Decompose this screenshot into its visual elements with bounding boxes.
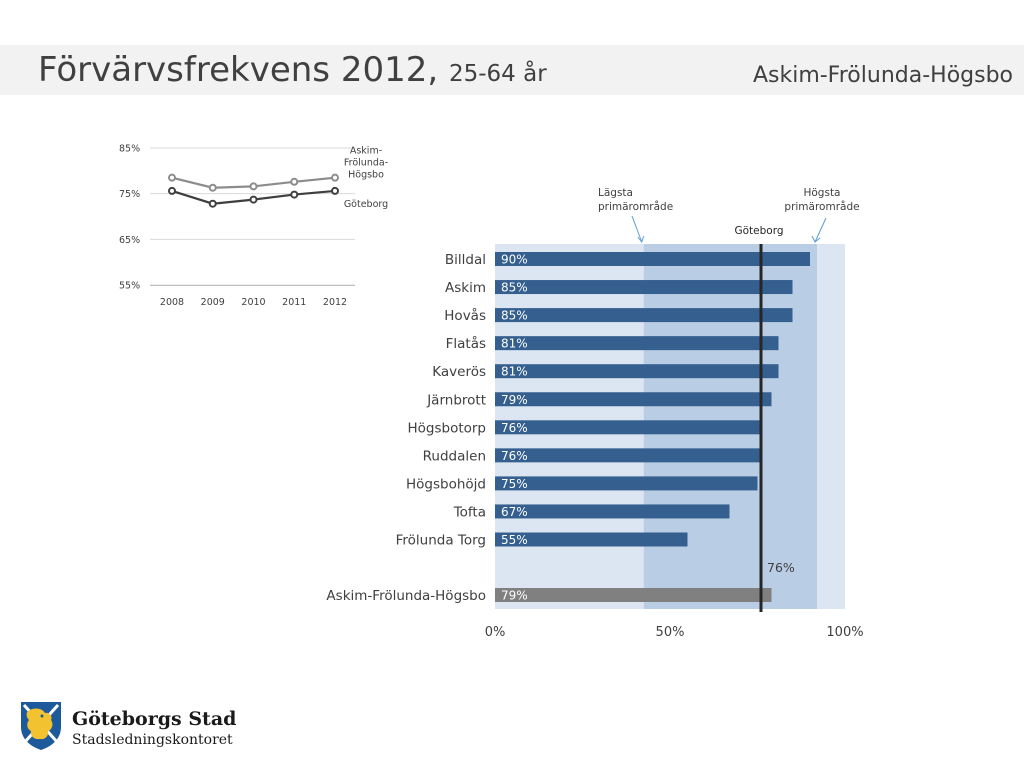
y-tick-label: 65% <box>119 235 140 246</box>
logo-department: Stadsledningskontoret <box>72 732 233 748</box>
category-label: Hovås <box>444 307 486 324</box>
bar-row: 76% Högsbotorp <box>407 420 761 436</box>
series-label-line: Högsbo <box>348 170 384 181</box>
bar <box>495 448 761 463</box>
category-label: Högsbohöjd <box>406 476 486 492</box>
y-tick-label: 85% <box>119 144 140 155</box>
series-label: Askim-Frölunda-Högsbo <box>344 146 388 181</box>
category-label: Högsbotorp <box>407 420 486 436</box>
data-point <box>168 186 176 195</box>
bar-row: 81% Kaverös <box>432 364 779 380</box>
category-label: Askim <box>445 280 486 296</box>
category-label: Frölunda Torg <box>396 533 486 549</box>
min-area-arrowhead <box>637 235 645 244</box>
lion-crest-icon <box>21 702 61 750</box>
bar-value-label: 85% <box>501 309 528 323</box>
max-area-label: Högsta <box>803 187 840 199</box>
data-point <box>331 186 339 195</box>
bar-row: 55% Frölunda Torg <box>396 532 688 549</box>
bar <box>495 504 730 519</box>
bar-row: 81% Flatås <box>446 335 779 352</box>
data-point <box>208 199 217 208</box>
goteborgs-stad-logo: Göteborgs Stad Stadsledningskontoret <box>18 699 258 754</box>
bar-value-label: 67% <box>501 505 528 519</box>
slide-title-main: Förvärvsfrekvens 2012, <box>38 50 439 90</box>
category-label: Tofta <box>453 504 486 520</box>
series-label-line: Askim- <box>350 146 382 157</box>
trend-line-chart: 85% 75% 65% 55% 2008 2009 2010 2011 2012 Askim-Fr… <box>119 144 388 309</box>
district-name: Askim-Frölunda-Högsbo <box>752 63 1013 88</box>
y-tick-label: 75% <box>119 189 140 200</box>
category-label: Ruddalen <box>423 448 486 464</box>
bar-row: 76% Ruddalen <box>423 448 761 464</box>
bar-value-label: 55% <box>501 533 528 547</box>
x-tick-label: 50% <box>656 625 685 640</box>
bar <box>495 588 772 602</box>
bar-row: 90% Billdal <box>445 252 810 268</box>
x-tick-label: 2011 <box>282 297 306 308</box>
bar-row: 85% Askim <box>445 280 793 296</box>
x-tick-label: 2012 <box>323 297 347 308</box>
series-label-line: Frölunda- <box>344 158 388 169</box>
data-point <box>331 173 339 182</box>
bar-value-label: 76% <box>501 449 528 463</box>
x-tick-label: 2009 <box>201 297 225 308</box>
bar-row: 85% Hovås <box>444 307 793 324</box>
total-bar-row: 79% Askim-Frölunda-Högsbo <box>326 588 772 604</box>
bar <box>495 252 810 266</box>
primary-area-bar-chart: 90% Billdal 85% Askim 85% Hovås 81% Flatås 81% Ka… <box>326 187 863 640</box>
x-tick-label: 2010 <box>241 297 265 308</box>
category-label: Askim-Frölunda-Högsbo <box>326 588 486 604</box>
bar <box>495 392 772 407</box>
bar-value-label: 79% <box>501 393 528 407</box>
data-point <box>290 177 299 186</box>
bar-row: 75% Högsbohöjd <box>406 476 758 492</box>
bar-value-label: 81% <box>501 365 528 379</box>
bar <box>495 532 688 547</box>
category-label: Billdal <box>445 252 486 268</box>
bar <box>495 280 793 295</box>
series-label: Göteborg <box>344 199 388 210</box>
category-label: Flatås <box>446 335 486 352</box>
bar <box>495 308 793 323</box>
max-area-label: primärområde <box>784 200 859 213</box>
bar-value-label: 90% <box>501 253 528 267</box>
slide-title-sub: 25-64 år <box>448 61 547 87</box>
x-tick-label: 2008 <box>160 297 184 308</box>
bar-row: 79% Järnbrott <box>426 392 772 408</box>
bar-value-label: 79% <box>501 589 528 603</box>
category-label: Kaverös <box>432 364 486 380</box>
bar <box>495 336 779 351</box>
max-area-arrow <box>814 217 827 243</box>
slide-title: Förvärvsfrekvens 2012, 25-64 år <box>38 49 547 95</box>
category-label: Järnbrott <box>426 392 486 408</box>
logo-org-name: Göteborgs Stad <box>72 708 237 730</box>
min-area-label: Lägsta <box>598 187 633 199</box>
bar-value-label: 75% <box>501 477 528 491</box>
data-point <box>168 173 176 182</box>
header-band <box>0 45 1024 95</box>
reference-value-label: 76% <box>767 560 795 575</box>
bar-row: 67% Tofta <box>453 504 730 520</box>
bar <box>495 476 758 491</box>
reference-line-label: Göteborg <box>734 225 783 237</box>
series-label-line: Göteborg <box>344 199 388 210</box>
min-area-label: primärområde <box>598 200 673 213</box>
y-tick-label: 55% <box>119 281 140 292</box>
data-point <box>249 182 258 191</box>
bar <box>495 364 779 379</box>
bar-value-label: 76% <box>501 421 528 435</box>
data-point <box>249 195 258 204</box>
bar-value-label: 81% <box>501 337 528 351</box>
data-point <box>208 183 217 192</box>
bar-value-label: 85% <box>501 281 528 295</box>
max-area-arrowhead <box>811 235 821 243</box>
min-area-arrow <box>631 215 643 243</box>
x-tick-label: 100% <box>826 625 863 640</box>
data-point <box>290 190 299 199</box>
bar <box>495 420 761 435</box>
x-tick-label: 0% <box>485 625 506 640</box>
